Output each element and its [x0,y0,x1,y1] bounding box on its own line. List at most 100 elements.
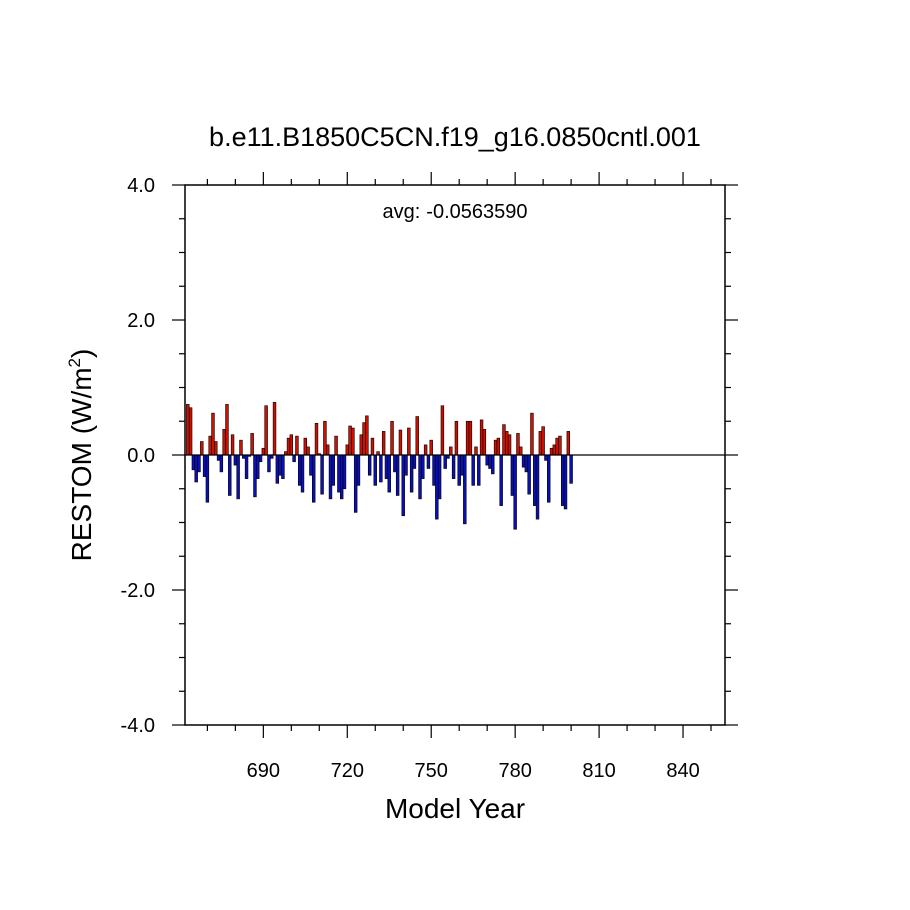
y-tick-label: 0.0 [127,445,155,467]
bar [205,454,210,503]
bar [381,431,386,456]
bar [412,454,417,469]
bar [194,454,198,483]
bar [214,441,218,456]
bar [541,426,545,456]
bar [320,454,324,495]
bar [222,429,226,456]
bar [437,454,442,500]
bar [191,454,196,471]
y-axis-label: RESTOM (W/m2) [65,349,97,562]
bar [390,420,394,456]
bar [379,454,383,483]
bar [281,454,285,479]
bar [219,454,224,473]
bar [451,454,456,479]
bar [384,454,389,479]
bar [513,454,517,530]
bar [272,402,277,456]
bar [507,434,512,456]
bar [309,454,313,476]
bar [300,454,305,493]
bar [289,434,294,456]
bar [239,439,243,456]
bar [323,420,327,456]
bar [569,454,573,484]
bar [449,446,453,456]
bar [527,454,531,495]
bar [328,454,333,500]
y-tick-labels: -4.0 -2.0 0.0 2.0 4.0 [121,175,155,737]
bar [244,454,249,479]
bar [555,437,559,456]
bar [367,454,372,476]
bar [264,405,268,456]
bar [306,446,310,456]
bar [393,454,397,473]
x-tick-label: 720 [331,760,364,782]
bar [440,405,445,456]
x-tick-label: 750 [415,760,448,782]
bar [345,444,349,456]
bar [488,454,492,469]
bar [370,437,375,456]
bar [236,454,240,500]
bar [314,422,319,456]
bar [465,420,470,456]
bar [228,454,232,496]
bar [398,429,403,456]
bar [563,454,568,510]
bar [485,454,489,466]
x-tick-label: 810 [582,760,615,782]
bar [493,439,498,456]
bar [524,454,529,473]
bar [339,454,344,500]
bar [258,454,263,463]
bar [418,454,422,500]
bar [558,435,562,456]
bar [505,431,509,456]
bar [566,431,571,456]
bar [561,454,565,506]
bar [496,437,501,456]
bar [454,420,459,456]
bar [267,454,271,473]
bar [460,454,464,476]
bar [353,454,358,513]
bar [233,454,238,466]
bar [468,420,473,456]
avg-label: avg: [382,201,420,223]
bar [547,454,551,503]
bar [423,444,428,456]
bar [387,454,391,493]
bar [409,454,414,493]
bar [261,447,266,456]
bar [510,454,515,496]
bar [535,454,540,520]
y-tick-label: -2.0 [121,580,155,602]
bar [334,435,338,456]
bar [348,425,352,456]
bar [491,454,495,475]
bar [298,454,302,486]
bar [359,434,363,456]
bar [202,454,207,477]
bar [200,441,204,456]
y-axis-label-main: RESTOM (W/m [66,367,97,561]
bar [211,412,215,456]
bar [331,454,335,486]
bar [482,429,487,456]
bar [286,437,291,456]
bar [337,454,341,493]
bar [303,437,308,456]
y-tick-label: -4.0 [121,715,155,737]
y-tick-label: 2.0 [127,310,155,332]
bar [415,416,419,456]
bar [253,454,257,498]
bar [365,415,369,456]
y-tick-label: 4.0 [127,175,155,197]
bar [295,435,299,456]
bar [404,454,408,476]
bar [186,404,190,456]
